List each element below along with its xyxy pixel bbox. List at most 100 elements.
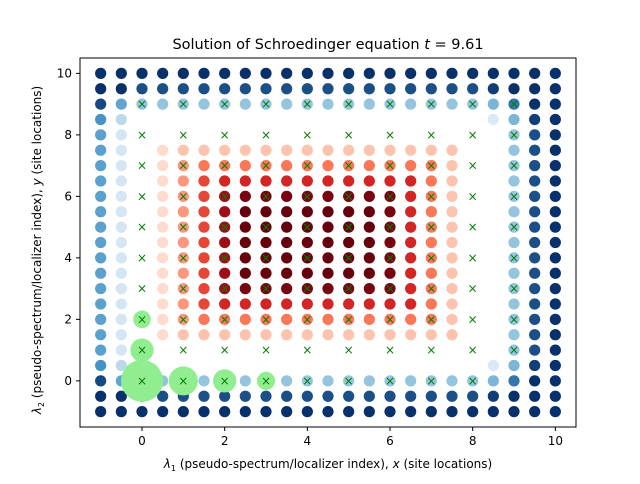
spectrum-point (508, 344, 520, 356)
site-marker: × (137, 374, 147, 388)
spectrum-point (446, 375, 458, 387)
site-marker: × (137, 251, 147, 265)
site-marker: × (426, 251, 436, 265)
spectrum-point (281, 160, 293, 172)
site-marker: × (468, 128, 478, 142)
site-marker: × (344, 220, 354, 234)
site-marker: × (468, 282, 478, 296)
spectrum-point (95, 129, 107, 141)
site-marker: × (385, 282, 395, 296)
spectrum-point (115, 160, 127, 172)
spectrum-point (301, 83, 313, 95)
title-var: t (424, 37, 431, 53)
site-marker: × (468, 251, 478, 265)
spectrum-point (508, 252, 520, 264)
spectrum-point (177, 144, 189, 156)
spectrum-point (508, 190, 520, 202)
spectrum-point (405, 67, 417, 79)
spectrum-point (95, 359, 107, 372)
spectrum-point (219, 390, 231, 402)
site-marker: × (385, 374, 395, 388)
spectrum-point (322, 375, 334, 387)
spectrum-point (198, 298, 210, 310)
site-marker: × (178, 374, 188, 388)
spectrum-point (301, 236, 313, 249)
spectrum-point (301, 221, 313, 233)
x-tick-label: 4 (304, 434, 312, 448)
spectrum-point (219, 329, 231, 341)
spectrum-point (239, 83, 251, 95)
spectrum-point (260, 83, 272, 95)
spectrum-point (508, 267, 520, 279)
site-marker: × (468, 159, 478, 173)
spectrum-point (219, 83, 231, 95)
site-marker: × (344, 97, 354, 111)
y-tick-label: 4 (64, 251, 72, 265)
spectrum-point (281, 206, 293, 218)
site-marker: × (468, 220, 478, 234)
site-marker: × (178, 159, 188, 173)
site-marker: × (137, 128, 147, 142)
spectrum-point (487, 390, 499, 402)
spectrum-point (95, 221, 107, 233)
spectrum-point (239, 206, 251, 218)
site-marker: × (344, 189, 354, 203)
spectrum-point (549, 113, 561, 126)
spectrum-point (343, 390, 355, 402)
spectrum-point (95, 190, 107, 202)
spectrum-point (405, 267, 417, 279)
spectrum-point (281, 313, 293, 325)
spectrum-point (549, 344, 561, 356)
site-marker: × (137, 343, 147, 357)
spectrum-point (95, 160, 107, 172)
spectrum-point (363, 98, 375, 110)
spectrum-point (301, 144, 313, 156)
spectrum-point (446, 298, 458, 310)
spectrum-point (549, 129, 561, 141)
spectrum-point (425, 252, 437, 264)
site-marker: × (137, 312, 147, 326)
spectrum-point (384, 98, 396, 110)
site-marker: × (137, 97, 147, 111)
spectrum-point (425, 175, 437, 187)
spectrum-point (198, 406, 210, 418)
x-axis-ticks: 0 2 4 6 8 10 (138, 427, 563, 448)
spectrum-point (446, 175, 458, 187)
spectrum-point (177, 406, 189, 418)
spectrum-point (115, 129, 127, 141)
spectrum-point (198, 329, 210, 341)
spectrum-point (487, 67, 499, 79)
site-marker: × (302, 220, 312, 234)
site-marker: × (178, 220, 188, 234)
spectrum-point (281, 329, 293, 341)
spectrum-point (95, 313, 107, 325)
spectrum-point (363, 236, 375, 249)
spectrum-point (549, 283, 561, 295)
y-tick-label: 10 (57, 66, 72, 80)
spectrum-point (136, 83, 148, 95)
spectrum-point (549, 190, 561, 202)
spectrum-point (549, 329, 561, 341)
spectrum-point (322, 160, 334, 172)
spectrum-point (157, 406, 169, 418)
spectrum-point (508, 206, 520, 218)
spectrum-point (322, 67, 334, 79)
spectrum-point (281, 67, 293, 79)
spectrum-point (549, 67, 561, 79)
site-marker: × (468, 189, 478, 203)
spectrum-point (322, 313, 334, 325)
site-marker: × (302, 97, 312, 111)
spectrum-point (549, 267, 561, 279)
spectrum-point (219, 144, 231, 156)
site-marker: × (385, 128, 395, 142)
spectrum-point (115, 329, 127, 341)
spectrum-point (425, 283, 437, 295)
spectrum-point (115, 221, 127, 233)
spectrum-point (529, 206, 541, 218)
site-marker: × (178, 251, 188, 265)
wavefunction-point (130, 338, 154, 362)
spectrum-point (508, 83, 520, 95)
spectrum-point (529, 406, 541, 418)
spectrum-point (239, 144, 251, 156)
spectrum-point (239, 329, 251, 341)
